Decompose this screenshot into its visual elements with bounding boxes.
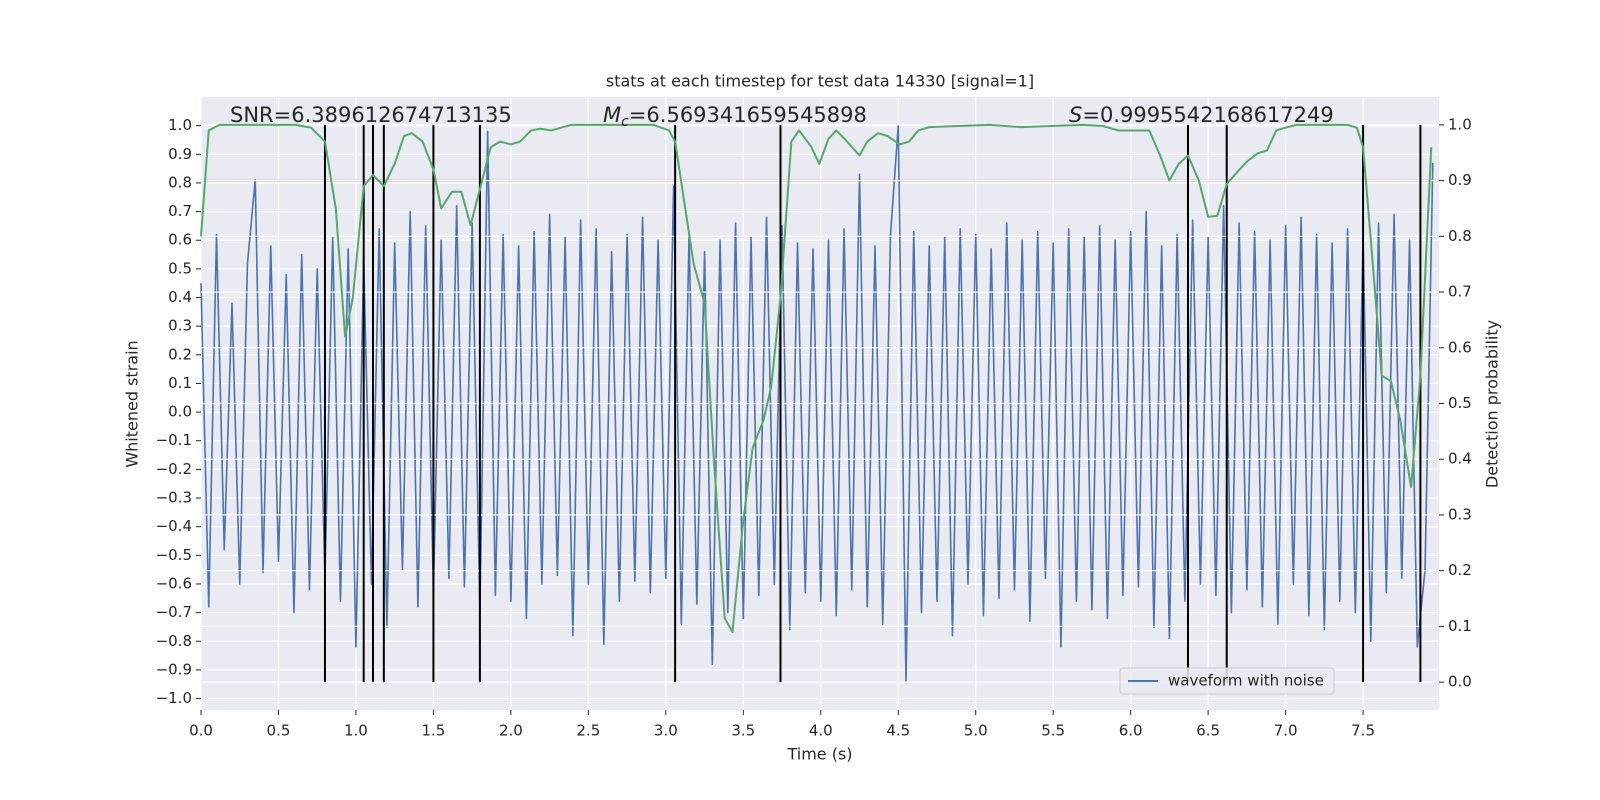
x-tick-label: 3.0	[654, 722, 678, 740]
legend-box	[1119, 667, 1335, 695]
y2-tick-label: 1.0	[1448, 115, 1472, 133]
x-tick-label: 2.0	[499, 722, 523, 740]
chart-title: stats at each timestep for test data 143…	[606, 72, 1034, 91]
y2-tick-label: 0.4	[1448, 450, 1472, 468]
y2-axis-label: Detection probability	[1483, 320, 1502, 488]
x-tick-label: 4.0	[809, 722, 833, 740]
x-tick-label: 4.5	[886, 722, 910, 740]
legend: waveform with noise	[1119, 667, 1335, 695]
y-tick-label: 0.5	[168, 259, 192, 277]
y2-tick-label: 0.1	[1448, 617, 1472, 635]
annotation: Mc=6.569341659545898	[603, 103, 867, 130]
annotation-text: =6.569341659545898	[629, 103, 867, 127]
y-tick-label: −0.4	[156, 517, 192, 535]
y-tick-label: 0.0	[168, 403, 192, 421]
annotation: S=0.9995542168617249	[1069, 103, 1334, 127]
x-tick-label: 7.0	[1274, 722, 1298, 740]
y-tick-label: −0.8	[156, 632, 192, 650]
x-tick-label: 5.5	[1041, 722, 1065, 740]
y2-tick-label: 0.0	[1448, 673, 1472, 691]
annotation: SNR=6.389612674713135	[230, 103, 512, 127]
x-tick-label: 6.0	[1119, 722, 1143, 740]
legend-label: waveform with noise	[1168, 672, 1324, 690]
y-tick-label: −0.3	[156, 489, 192, 507]
y-tick-label: −0.5	[156, 546, 192, 564]
y-tick-label: 1.0	[168, 116, 192, 134]
y-tick-label: 0.6	[168, 231, 192, 249]
x-tick-label: 5.0	[964, 722, 988, 740]
y-axis-label: Whitened strain	[123, 340, 142, 467]
annotation-text: SNR=6.389612674713135	[230, 103, 512, 127]
annotation-symbol: M	[603, 103, 621, 127]
y2-tick-label: 0.2	[1448, 561, 1472, 579]
x-tick-label: 1.5	[421, 722, 445, 740]
y-tick-label: −1.0	[156, 689, 192, 707]
annotation-symbol: S	[1069, 103, 1082, 127]
x-tick-label: 3.5	[731, 722, 755, 740]
x-tick-label: 0.0	[189, 722, 213, 740]
y-tick-label: 0.7	[168, 202, 192, 220]
y-tick-label: −0.6	[156, 574, 192, 592]
y2-tick-label: 0.3	[1448, 505, 1472, 523]
x-tick-label: 6.5	[1196, 722, 1220, 740]
y2-tick-label: 0.8	[1448, 227, 1472, 245]
y-tick-label: −0.1	[156, 431, 192, 449]
y-tick-label: 0.2	[168, 345, 192, 363]
y2-tick-label: 0.9	[1448, 171, 1472, 189]
x-axis-label: Time (s)	[786, 745, 852, 764]
y-tick-label: −0.9	[156, 660, 192, 678]
y-tick-label: −0.2	[156, 460, 192, 478]
y-tick-label: 0.1	[168, 374, 192, 392]
y-tick-label: 0.9	[168, 145, 192, 163]
annotation-subscript: c	[621, 114, 629, 130]
y2-tick-label: 0.7	[1448, 283, 1472, 301]
y-tick-label: 0.3	[168, 317, 192, 335]
y-tick-label: −0.7	[156, 603, 192, 621]
y-tick-label: 0.8	[168, 173, 192, 191]
y-tick-label: 0.4	[168, 288, 192, 306]
x-tick-label: 7.5	[1351, 722, 1375, 740]
x-tick-label: 2.5	[576, 722, 600, 740]
x-tick-label: 0.5	[267, 722, 291, 740]
y2-tick-label: 0.6	[1448, 338, 1472, 356]
annotation-text: =0.9995542168617249	[1082, 103, 1333, 127]
y2-tick-label: 0.5	[1448, 394, 1472, 412]
probability-line	[200, 123, 1433, 633]
x-tick-label: 1.0	[344, 722, 368, 740]
